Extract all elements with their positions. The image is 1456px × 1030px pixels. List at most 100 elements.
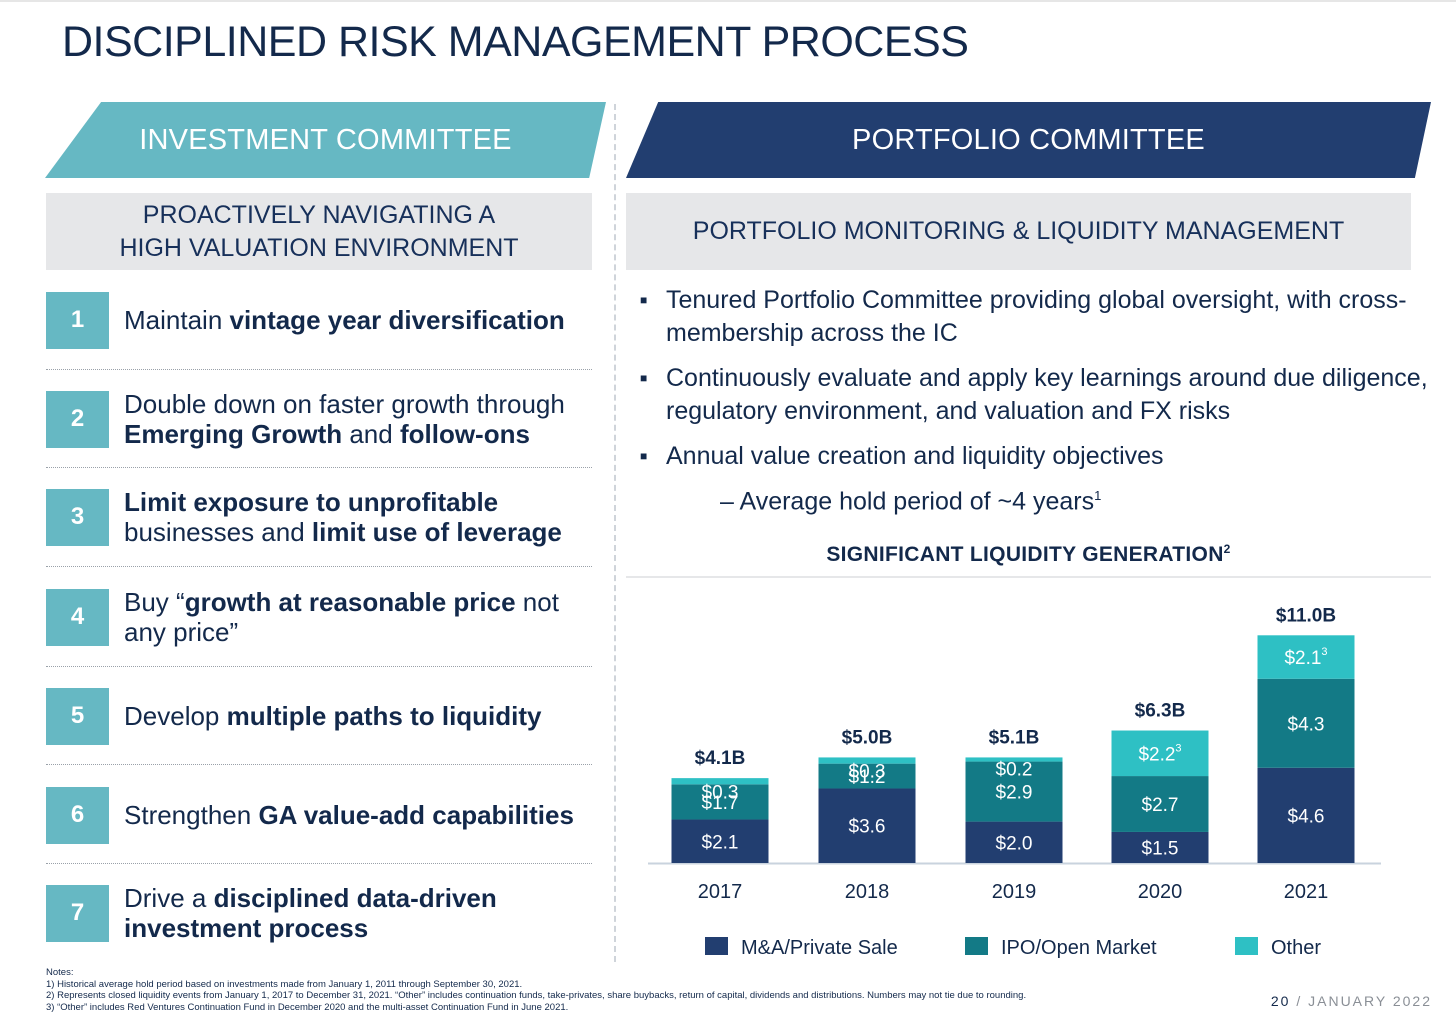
investment-subhead-line2: HIGH VALUATION ENVIRONMENT (119, 233, 519, 262)
bar-segment-m-a-private-sale (965, 821, 1063, 863)
bar-segment-ipo-open-market (965, 761, 1063, 822)
bar-segment-other (1111, 730, 1209, 777)
emphasis-text: disciplined data-driven investment proce… (124, 883, 497, 943)
bar-segment-m-a-private-sale (671, 819, 769, 863)
bullet-item: Tenured Portfolio Committee providing gl… (640, 284, 1430, 350)
bar-total-label: $5.1B (989, 727, 1040, 748)
principle-number: 2 (46, 390, 109, 448)
emphasis-text: GA value-add capabilities (258, 800, 574, 830)
principle-number: 7 (46, 884, 109, 942)
bar-value-label: $1.2 (849, 767, 886, 788)
x-tick-label: 2020 (1138, 881, 1183, 903)
plain-text: Drive a (124, 883, 214, 913)
plain-text: Strengthen (124, 800, 259, 830)
column-divider (614, 104, 616, 962)
legend-label: Other (1271, 937, 1321, 959)
bar-value-label: $2.13 (1284, 646, 1327, 669)
emphasis-text: Emerging Growth (124, 419, 343, 449)
investment-committee-banner: INVESTMENT COMMITTEE (45, 102, 606, 178)
bar-value-label: $3.6 (849, 817, 886, 838)
chart-title-text: SIGNIFICANT LIQUIDITY GENERATION (826, 543, 1224, 566)
principle-text: Strengthen GA value-add capabilities (124, 800, 574, 830)
bar-total-label: $5.0B (842, 727, 893, 748)
portfolio-committee-banner: PORTFOLIO COMMITTEE (626, 102, 1431, 178)
plain-text: not any price” (124, 587, 559, 647)
plain-text: Double down on faster growth through (124, 389, 565, 419)
footnote-marker: 1 (1094, 488, 1102, 503)
top-rule (0, 0, 1456, 2)
investment-subhead: PROACTIVELY NAVIGATING A HIGH VALUATION … (46, 193, 592, 270)
page-title: DISCIPLINED RISK MANAGEMENT PROCESS (62, 18, 969, 66)
item-separator (46, 566, 592, 567)
bar-value-label: $0.2 (996, 760, 1033, 781)
bullet-item: Continuously evaluate and apply key lear… (640, 362, 1430, 428)
item-separator (46, 764, 592, 765)
sub-bullet-text: – Average hold period of ~4 years (720, 487, 1095, 516)
bar-value-label: $2.7 (1142, 795, 1179, 816)
principle-number: 3 (46, 488, 109, 546)
note-line: 3) “Other” includes Red Ventures Continu… (46, 1001, 569, 1013)
page-footer: 20 / JANUARY 2022 (1271, 993, 1432, 1009)
note-line: 1) Historical average hold period based … (46, 978, 523, 990)
bar-segment-other (818, 757, 916, 764)
plain-text: Develop (124, 701, 227, 731)
notes-heading: Notes: (46, 967, 74, 978)
principle-text: Limit exposure to unprofitable businesse… (124, 487, 592, 547)
principle-text: Drive a disciplined data-driven investme… (124, 883, 592, 943)
portfolio-committee-label: PORTFOLIO COMMITTEE (852, 123, 1205, 156)
item-separator (46, 369, 592, 370)
investment-committee-label: INVESTMENT COMMITTEE (139, 123, 512, 156)
principle-item: 4 Buy “growth at reasonable price not any… (46, 587, 592, 647)
plain-text: Buy “ (124, 587, 185, 617)
item-separator (46, 467, 592, 468)
emphasis-text: multiple paths to liquidity (226, 701, 542, 731)
liquidity-bar-chart: $2.1$1.7$0.3$4.1B2017$3.6$1.2$0.3$5.0B20… (648, 605, 1381, 959)
bullet-item: Annual value creation and liquidity obje… (640, 440, 1430, 473)
emphasis-text: vintage year diversification (229, 305, 565, 335)
bar-total-label: $4.1B (695, 748, 746, 769)
principle-number: 1 (46, 291, 109, 349)
emphasis-text: limit use of leverage (311, 517, 562, 547)
principle-number: 5 (46, 687, 109, 745)
legend-label: M&A/Private Sale (741, 937, 898, 959)
plain-text: businesses and (124, 517, 312, 547)
principle-number: 6 (46, 786, 109, 844)
emphasis-text: growth at reasonable price (184, 587, 516, 617)
item-separator (46, 666, 592, 667)
note-line: 2) Represents closed liquidity events fr… (46, 990, 1027, 1001)
legend-swatch (705, 937, 728, 955)
bar-value-label: $1.7 (702, 793, 739, 814)
principle-item: 3 Limit exposure to unprofitable business… (46, 487, 592, 547)
principle-item: 6 Strengthen GA value-add capabilities (46, 786, 592, 844)
portfolio-subhead: PORTFOLIO MONITORING & LIQUIDITY MANAGEM… (626, 193, 1411, 270)
footnotes: Notes: 1) Historical average hold period… (46, 967, 1196, 1013)
principle-text: Develop multiple paths to liquidity (124, 701, 542, 731)
bar-total-label: $6.3B (1135, 701, 1186, 722)
footer-date: / JANUARY 2022 (1290, 993, 1432, 1009)
chart-top-rule (626, 576, 1431, 578)
principle-text: Maintain vintage year diversification (124, 305, 565, 335)
bar-segment-ipo-open-market (1111, 776, 1209, 832)
emphasis-text: follow-ons (399, 419, 530, 449)
emphasis-text: Limit exposure to unprofitable (124, 487, 499, 517)
portfolio-bullets: Tenured Portfolio Committee providing gl… (640, 284, 1430, 518)
bar-value-label: $4.6 (1288, 806, 1325, 827)
plain-text: and (342, 419, 400, 449)
principle-item: 2 Double down on faster growth through Em… (46, 389, 592, 449)
legend-swatch (965, 937, 988, 955)
principle-item: 5 Develop multiple paths to liquidity (46, 687, 592, 745)
x-tick-label: 2018 (845, 881, 890, 903)
item-separator (46, 863, 592, 864)
bar-segment-ipo-open-market (1257, 678, 1355, 768)
bar-segment-m-a-private-sale (1111, 831, 1209, 863)
x-tick-label: 2021 (1284, 881, 1329, 903)
x-tick-label: 2019 (992, 881, 1037, 903)
chart-title: SIGNIFICANT LIQUIDITY GENERATION2 (626, 542, 1431, 567)
plain-text: Maintain (124, 305, 230, 335)
page-number: 20 (1270, 993, 1291, 1009)
bar-segment-m-a-private-sale (1257, 767, 1355, 863)
legend-swatch (1235, 937, 1258, 955)
bar-segment-ipo-open-market (818, 763, 916, 789)
bar-segment-other (671, 778, 769, 785)
bar-value-label: $2.9 (996, 783, 1033, 804)
